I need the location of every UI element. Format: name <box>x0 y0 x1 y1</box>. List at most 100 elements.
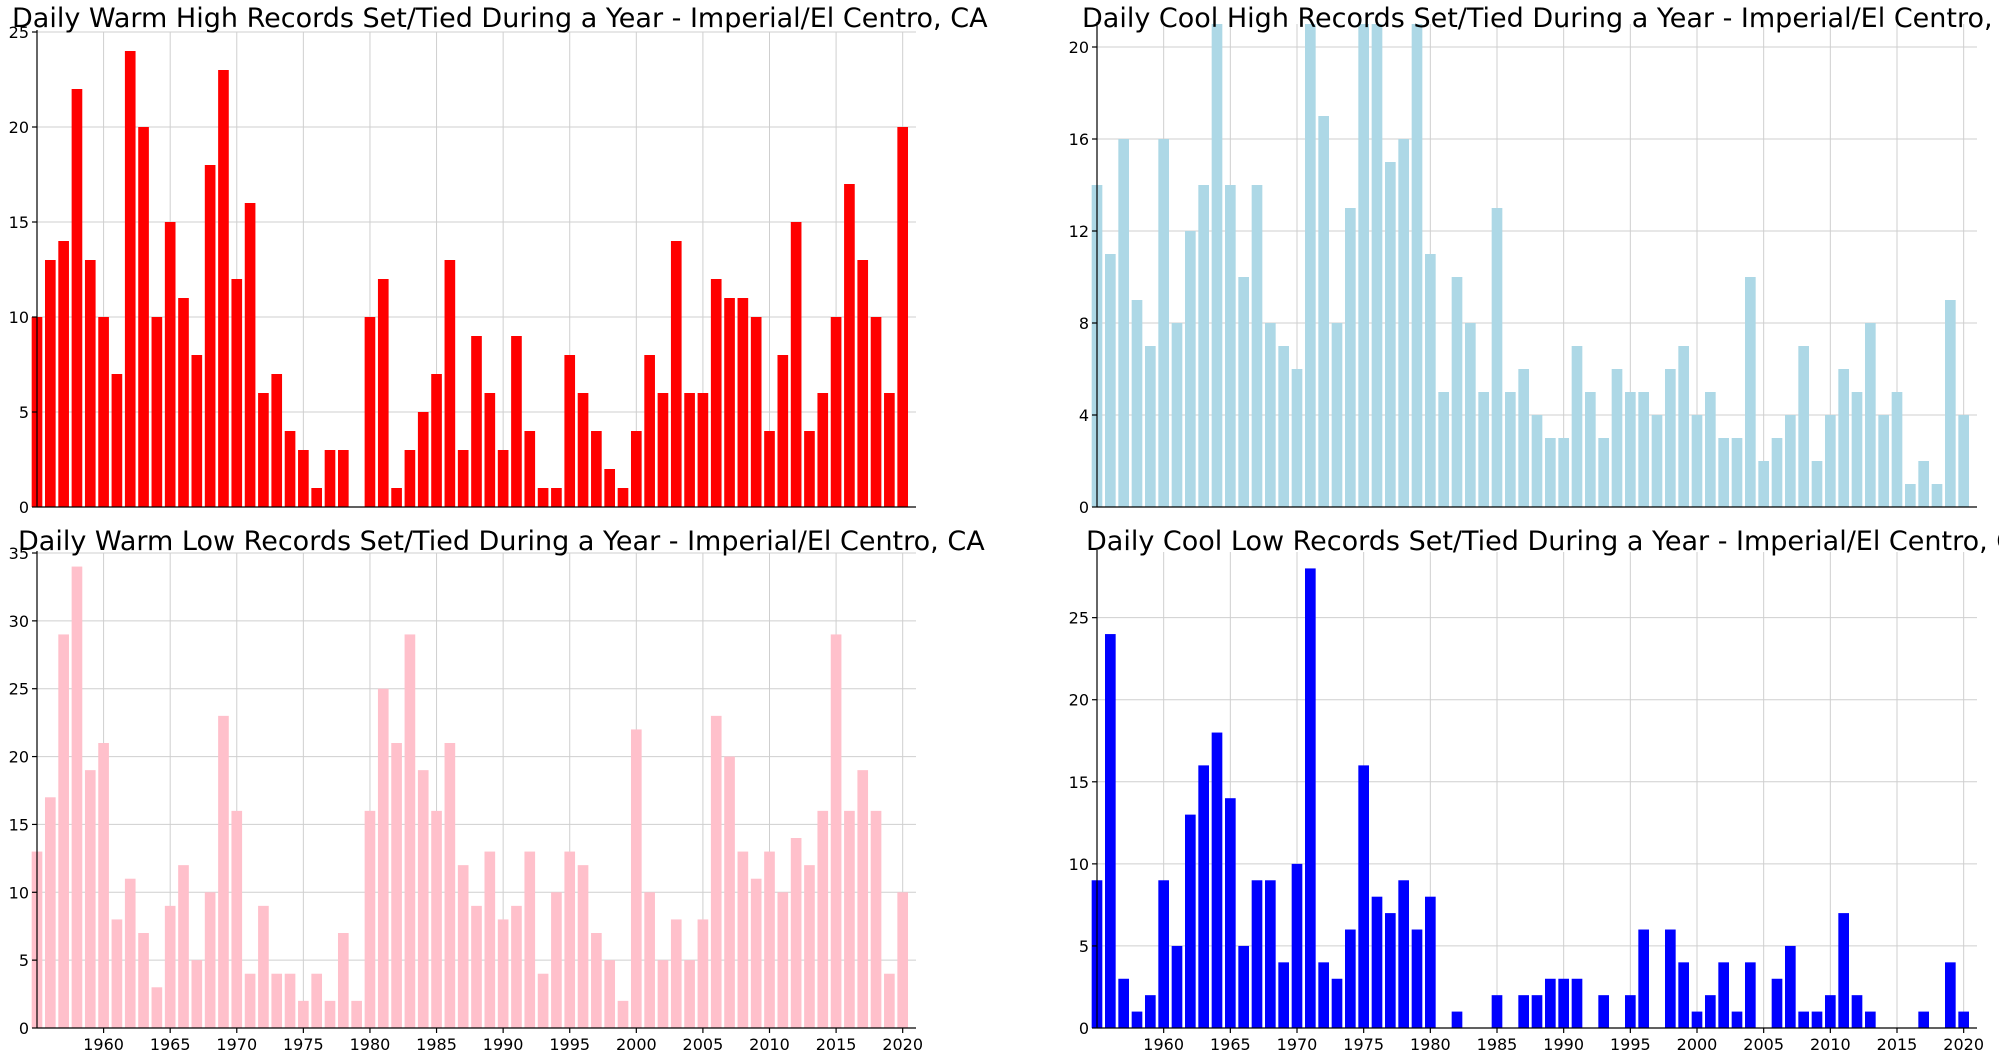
x-tick-label: 1985 <box>416 1035 457 1054</box>
bar-1982 <box>1451 1011 1463 1028</box>
bar-2010 <box>764 431 775 507</box>
bar-1956 <box>44 797 56 1028</box>
bar-1971 <box>1305 24 1316 507</box>
bar-2017 <box>857 770 869 1028</box>
bar-1958 <box>1131 1011 1143 1028</box>
bar-1980 <box>364 810 376 1028</box>
bar-1995 <box>564 851 576 1028</box>
bar-2020 <box>1958 1011 1969 1028</box>
chart-title: Daily Cool Low Records Set/Tied During a… <box>1086 526 1999 557</box>
bar-1989 <box>484 393 496 507</box>
y-tick-label: 0 <box>1079 498 1089 517</box>
bar-1980 <box>1425 254 1436 507</box>
bar-2008 <box>737 851 749 1028</box>
bar-2000 <box>630 729 642 1028</box>
bar-2007 <box>724 756 735 1028</box>
bar-1995 <box>1625 392 1636 507</box>
bar-2006 <box>1771 438 1783 507</box>
bar-1994 <box>1611 369 1623 507</box>
bar-2012 <box>1851 392 1863 507</box>
bar-2008 <box>737 298 749 507</box>
y-tick-label: 0 <box>1079 1019 1089 1038</box>
y-tick-label: 35 <box>9 544 29 563</box>
bar-1969 <box>1278 962 1289 1028</box>
x-tick-label: 1980 <box>1410 1035 1451 1054</box>
bar-2002 <box>1718 438 1729 507</box>
bar-1992 <box>524 431 536 507</box>
bar-2003 <box>1731 438 1743 507</box>
bar-2019 <box>884 973 895 1028</box>
bar-1962 <box>1185 814 1196 1028</box>
bar-1991 <box>511 336 522 507</box>
bar-1985 <box>1491 208 1503 507</box>
y-tick-label: 0 <box>19 498 29 517</box>
bar-2001 <box>1705 995 1716 1028</box>
bar-1957 <box>58 241 69 507</box>
y-tick-label: 25 <box>9 23 29 42</box>
bar-1974 <box>284 973 296 1028</box>
bar-2007 <box>724 298 735 507</box>
y-tick-label: 20 <box>9 118 29 137</box>
x-tick-label: 1975 <box>1343 1035 1384 1054</box>
bar-1974 <box>1345 929 1356 1028</box>
bar-1962 <box>124 51 136 507</box>
y-tick-label: 30 <box>9 612 29 631</box>
bar-1988 <box>1531 415 1543 507</box>
bar-2005 <box>697 919 709 1028</box>
bar-1960 <box>1158 880 1169 1028</box>
bar-1970 <box>1291 863 1303 1028</box>
bar-1983 <box>404 634 416 1028</box>
bar-1977 <box>324 450 336 507</box>
bar-1959 <box>84 260 96 507</box>
bar-2003 <box>670 919 682 1028</box>
bar-1966 <box>178 298 189 507</box>
bar-1982 <box>1451 277 1463 507</box>
bar-2015 <box>1891 392 1903 507</box>
bar-1983 <box>404 450 416 507</box>
y-tick-label: 15 <box>9 815 29 834</box>
bar-2000 <box>1691 415 1703 507</box>
bar-1967 <box>1251 185 1263 507</box>
bar-1978 <box>1398 880 1409 1028</box>
bar-1971 <box>244 973 256 1028</box>
bar-1993 <box>1598 438 1609 507</box>
bar-1987 <box>1518 369 1529 507</box>
bar-1974 <box>1345 208 1356 507</box>
bar-1960 <box>1158 139 1169 507</box>
x-tick-label: 1970 <box>216 1035 257 1054</box>
bar-2006 <box>710 279 722 507</box>
bar-2008 <box>1798 1011 1809 1028</box>
bar-1973 <box>271 374 283 507</box>
bar-1983 <box>1465 323 1476 507</box>
bar-1973 <box>1331 323 1343 507</box>
bar-2019 <box>1945 962 1956 1028</box>
bar-2011 <box>777 355 789 507</box>
bar-2014 <box>817 393 829 507</box>
bar-1994 <box>551 488 562 507</box>
bar-1980 <box>1425 896 1436 1028</box>
bar-1981 <box>1438 392 1449 507</box>
x-tick-label: 1975 <box>283 1035 324 1054</box>
bar-1976 <box>311 973 323 1028</box>
y-tick-label: 25 <box>1069 609 1089 628</box>
bar-1999 <box>617 488 629 507</box>
bar-2014 <box>817 810 829 1028</box>
bar-1956 <box>1105 634 1116 1028</box>
bar-2001 <box>644 355 655 507</box>
bar-1991 <box>1571 978 1583 1028</box>
x-tick-label: 2000 <box>616 1035 657 1054</box>
y-tick-label: 4 <box>1079 406 1089 425</box>
x-tick-label: 1965 <box>1210 1035 1251 1054</box>
bar-1967 <box>1251 880 1263 1028</box>
bar-1991 <box>511 905 522 1028</box>
bar-1960 <box>98 743 109 1028</box>
bar-1987 <box>1518 995 1529 1028</box>
chart-panel-3: 0 5 10 15 20 25 30 35 1960 1965 1970 1975 1980 1985 19… <box>9 526 986 1054</box>
bar-1967 <box>191 355 203 507</box>
bar-1966 <box>1238 945 1249 1028</box>
bar-2020 <box>897 892 909 1028</box>
bar-1965 <box>164 222 176 507</box>
bar-1956 <box>44 260 56 507</box>
bar-1975 <box>298 1000 309 1028</box>
bar-2011 <box>1838 913 1849 1028</box>
